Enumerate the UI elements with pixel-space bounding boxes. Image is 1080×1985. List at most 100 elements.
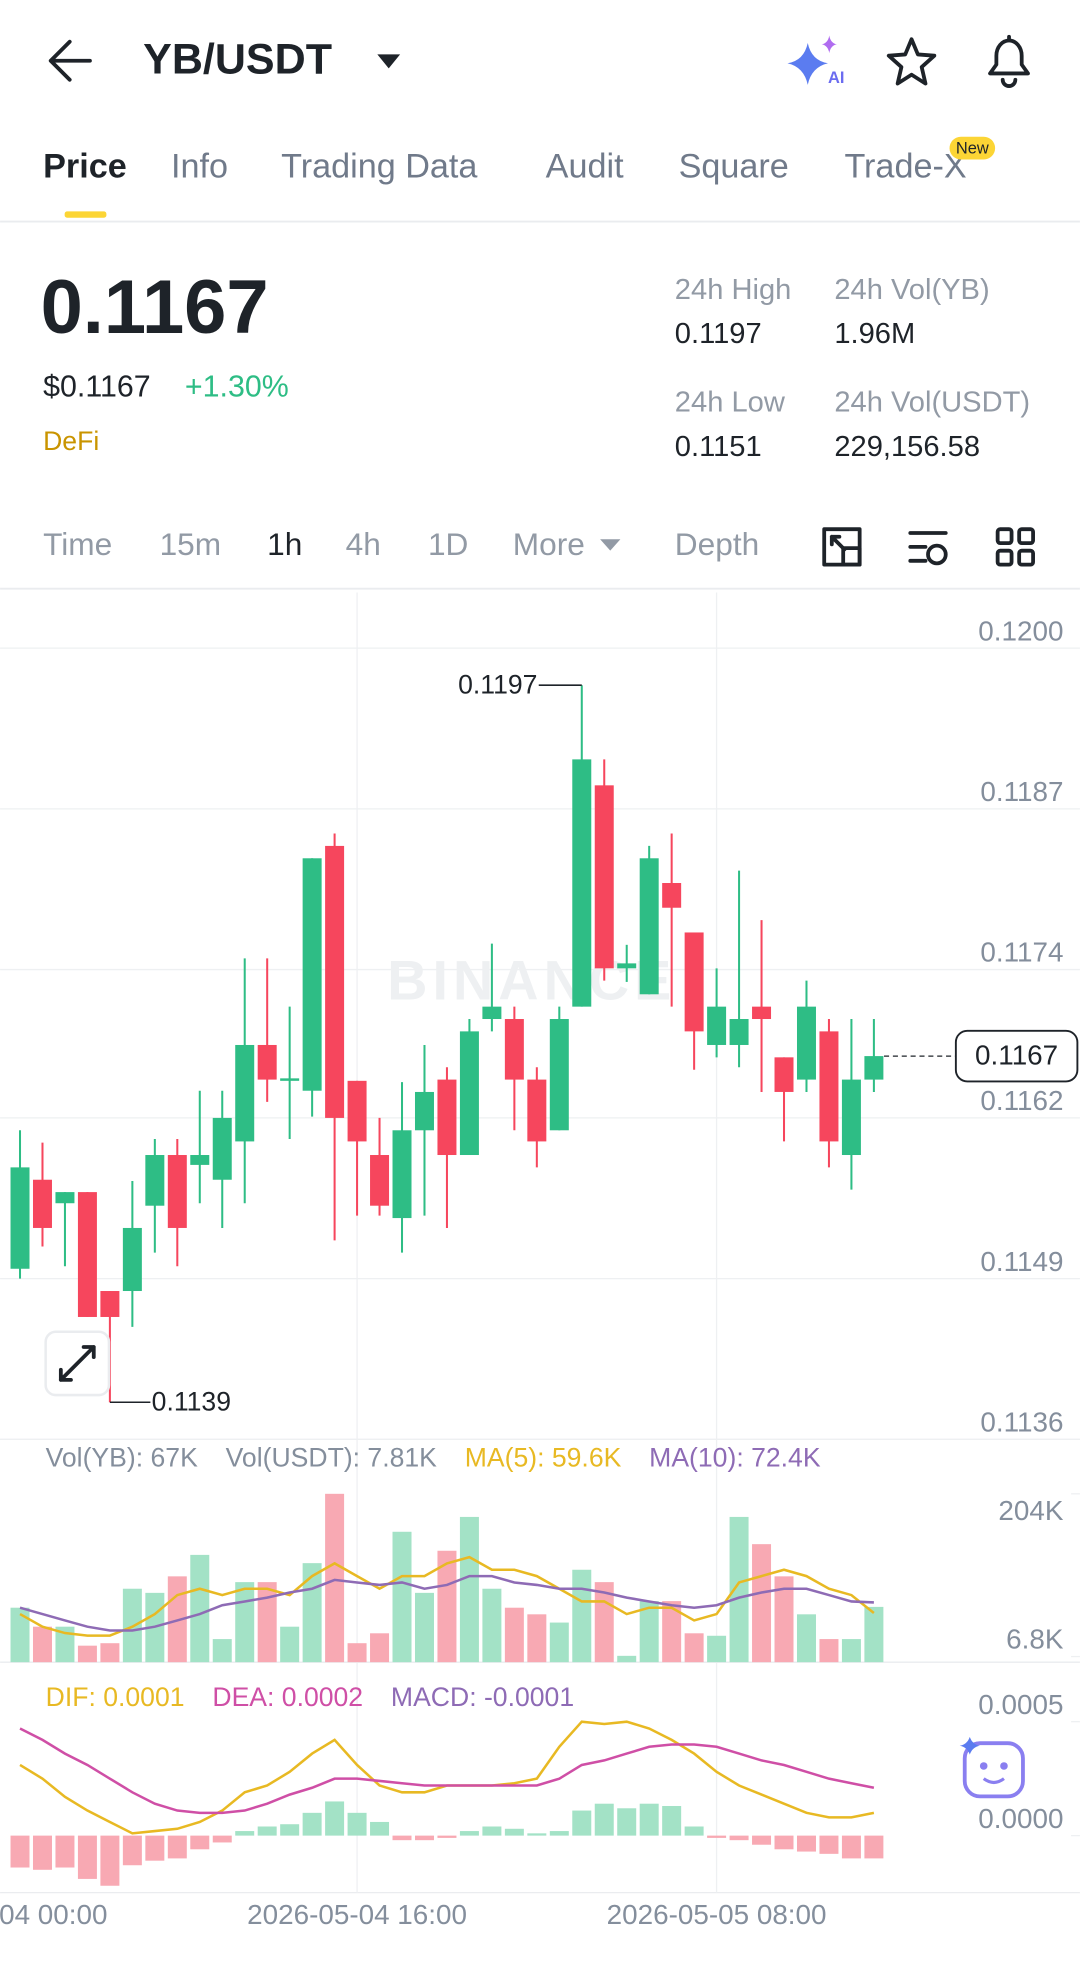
volume-bar (752, 1544, 772, 1663)
candle-body (572, 759, 592, 1007)
indicator-legend: DEA: 0.0002 (212, 1682, 363, 1712)
macd-bar (437, 1835, 457, 1838)
volume-bar (32, 1626, 52, 1663)
tab[interactable]: Trading Data (281, 147, 477, 185)
indicator-legend: Vol(YB): 67K (46, 1443, 198, 1473)
candle-body (122, 1227, 142, 1292)
candle-body (459, 1031, 479, 1156)
macd-bar (257, 1826, 277, 1836)
candle-body (235, 1044, 255, 1142)
candle-body (527, 1079, 547, 1142)
expand-button[interactable] (44, 1330, 111, 1397)
min-label: 0.1139 (152, 1387, 231, 1417)
stat-label: 24h Vol(YB) (834, 274, 989, 306)
more-dropdown[interactable] (600, 539, 621, 551)
macd-bar (100, 1835, 120, 1886)
macd-bar (482, 1826, 502, 1836)
volume-bar (414, 1592, 434, 1663)
volume-bar (729, 1516, 749, 1663)
candle-body (100, 1291, 120, 1317)
stat-label: 24h Vol(USDT) (834, 387, 1030, 419)
interval[interactable]: 1h (267, 526, 302, 562)
x-tick-label: 2026-05-04 16:00 (247, 1899, 467, 1930)
tab[interactable]: Trade-X (844, 147, 966, 185)
indicator-legend: DIF: 0.0001 (46, 1682, 185, 1712)
assistant-button[interactable] (959, 1736, 1025, 1799)
macd-bar (459, 1831, 479, 1836)
candle-body (482, 1006, 502, 1020)
candle-body (145, 1155, 165, 1206)
y-tick-label: 0.0000 (978, 1803, 1063, 1834)
interval[interactable]: Depth (675, 526, 759, 562)
layout-button[interactable] (995, 527, 1035, 567)
stat-value: 0.1151 (675, 431, 762, 463)
tab[interactable]: Price (43, 147, 127, 185)
tab[interactable]: Audit (546, 147, 624, 185)
volume-bar (370, 1633, 390, 1663)
indicator-settings[interactable] (908, 531, 948, 566)
macd-bar (684, 1826, 704, 1836)
candle-body (302, 858, 322, 1091)
last-price-label: 0.1167 (975, 1040, 1058, 1071)
volume-bar (100, 1643, 120, 1663)
interval[interactable]: More (513, 526, 585, 562)
sector-tag[interactable]: DeFi (43, 426, 99, 456)
macd-bar (572, 1810, 592, 1836)
candle-body (212, 1117, 232, 1180)
tab[interactable]: Info (171, 147, 228, 185)
macd-bar (302, 1812, 322, 1836)
macd-bar (414, 1835, 434, 1841)
interval[interactable]: 1D (428, 526, 468, 562)
macd-bar (55, 1835, 75, 1868)
candle-body (32, 1179, 52, 1228)
interval[interactable]: 4h (346, 526, 381, 562)
volume-bar (662, 1601, 682, 1663)
candle-body (549, 1019, 569, 1131)
macd-bar (392, 1835, 412, 1841)
candle-body (752, 1006, 772, 1020)
volume-bar (437, 1550, 457, 1663)
y-tick-label: 6.8K (1006, 1624, 1064, 1655)
y-tick-label: 0.0005 (978, 1689, 1063, 1720)
candle-body (504, 1019, 524, 1080)
y-tick-label: 0.1136 (980, 1407, 1063, 1438)
candle-body (77, 1192, 97, 1317)
indicator-legend: MA(10): 72.4K (649, 1443, 821, 1473)
volume-bar (819, 1639, 839, 1663)
alert-button[interactable] (988, 34, 1030, 88)
candle-body (841, 1079, 861, 1156)
interval[interactable]: 15m (160, 526, 222, 562)
interval[interactable]: Time (43, 526, 112, 562)
volume-bar (482, 1588, 502, 1663)
macd-bar (145, 1835, 165, 1861)
candle-body (639, 858, 659, 995)
y-tick-label: 204K (998, 1495, 1063, 1526)
y-tick-label: 0.1162 (980, 1085, 1063, 1116)
candle-body (10, 1167, 30, 1269)
macd-bar (864, 1835, 884, 1859)
candle-body (325, 845, 345, 1118)
back-button[interactable] (48, 39, 92, 82)
pair-title[interactable]: YB/USDT (143, 35, 332, 83)
pair-dropdown[interactable] (377, 54, 401, 69)
volume-bar (617, 1655, 637, 1663)
macd-bar (527, 1833, 547, 1836)
favorite-button[interactable] (886, 37, 937, 86)
usd-price: $0.1167 (43, 370, 151, 404)
y-tick-label: 0.1187 (980, 776, 1063, 807)
indicator-legend: MACD: -0.0001 (391, 1682, 574, 1712)
candle-body (707, 1006, 727, 1045)
ai-button[interactable]: AI (787, 35, 844, 87)
tab[interactable]: Square (679, 147, 789, 185)
y-tick-label: 0.1174 (980, 937, 1063, 968)
indicator-line (19, 1727, 875, 1815)
macd-bar (549, 1831, 569, 1836)
candle-body (414, 1091, 434, 1131)
fullscreen-button[interactable] (822, 527, 862, 567)
candle-body (594, 785, 614, 969)
volume-bar (77, 1645, 97, 1663)
indicator-line (19, 1555, 875, 1637)
macd-bar (280, 1824, 300, 1836)
